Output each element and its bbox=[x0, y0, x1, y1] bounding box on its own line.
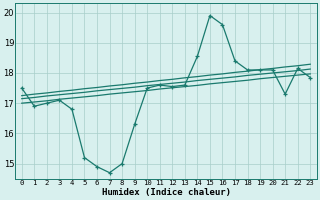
X-axis label: Humidex (Indice chaleur): Humidex (Indice chaleur) bbox=[101, 188, 230, 197]
